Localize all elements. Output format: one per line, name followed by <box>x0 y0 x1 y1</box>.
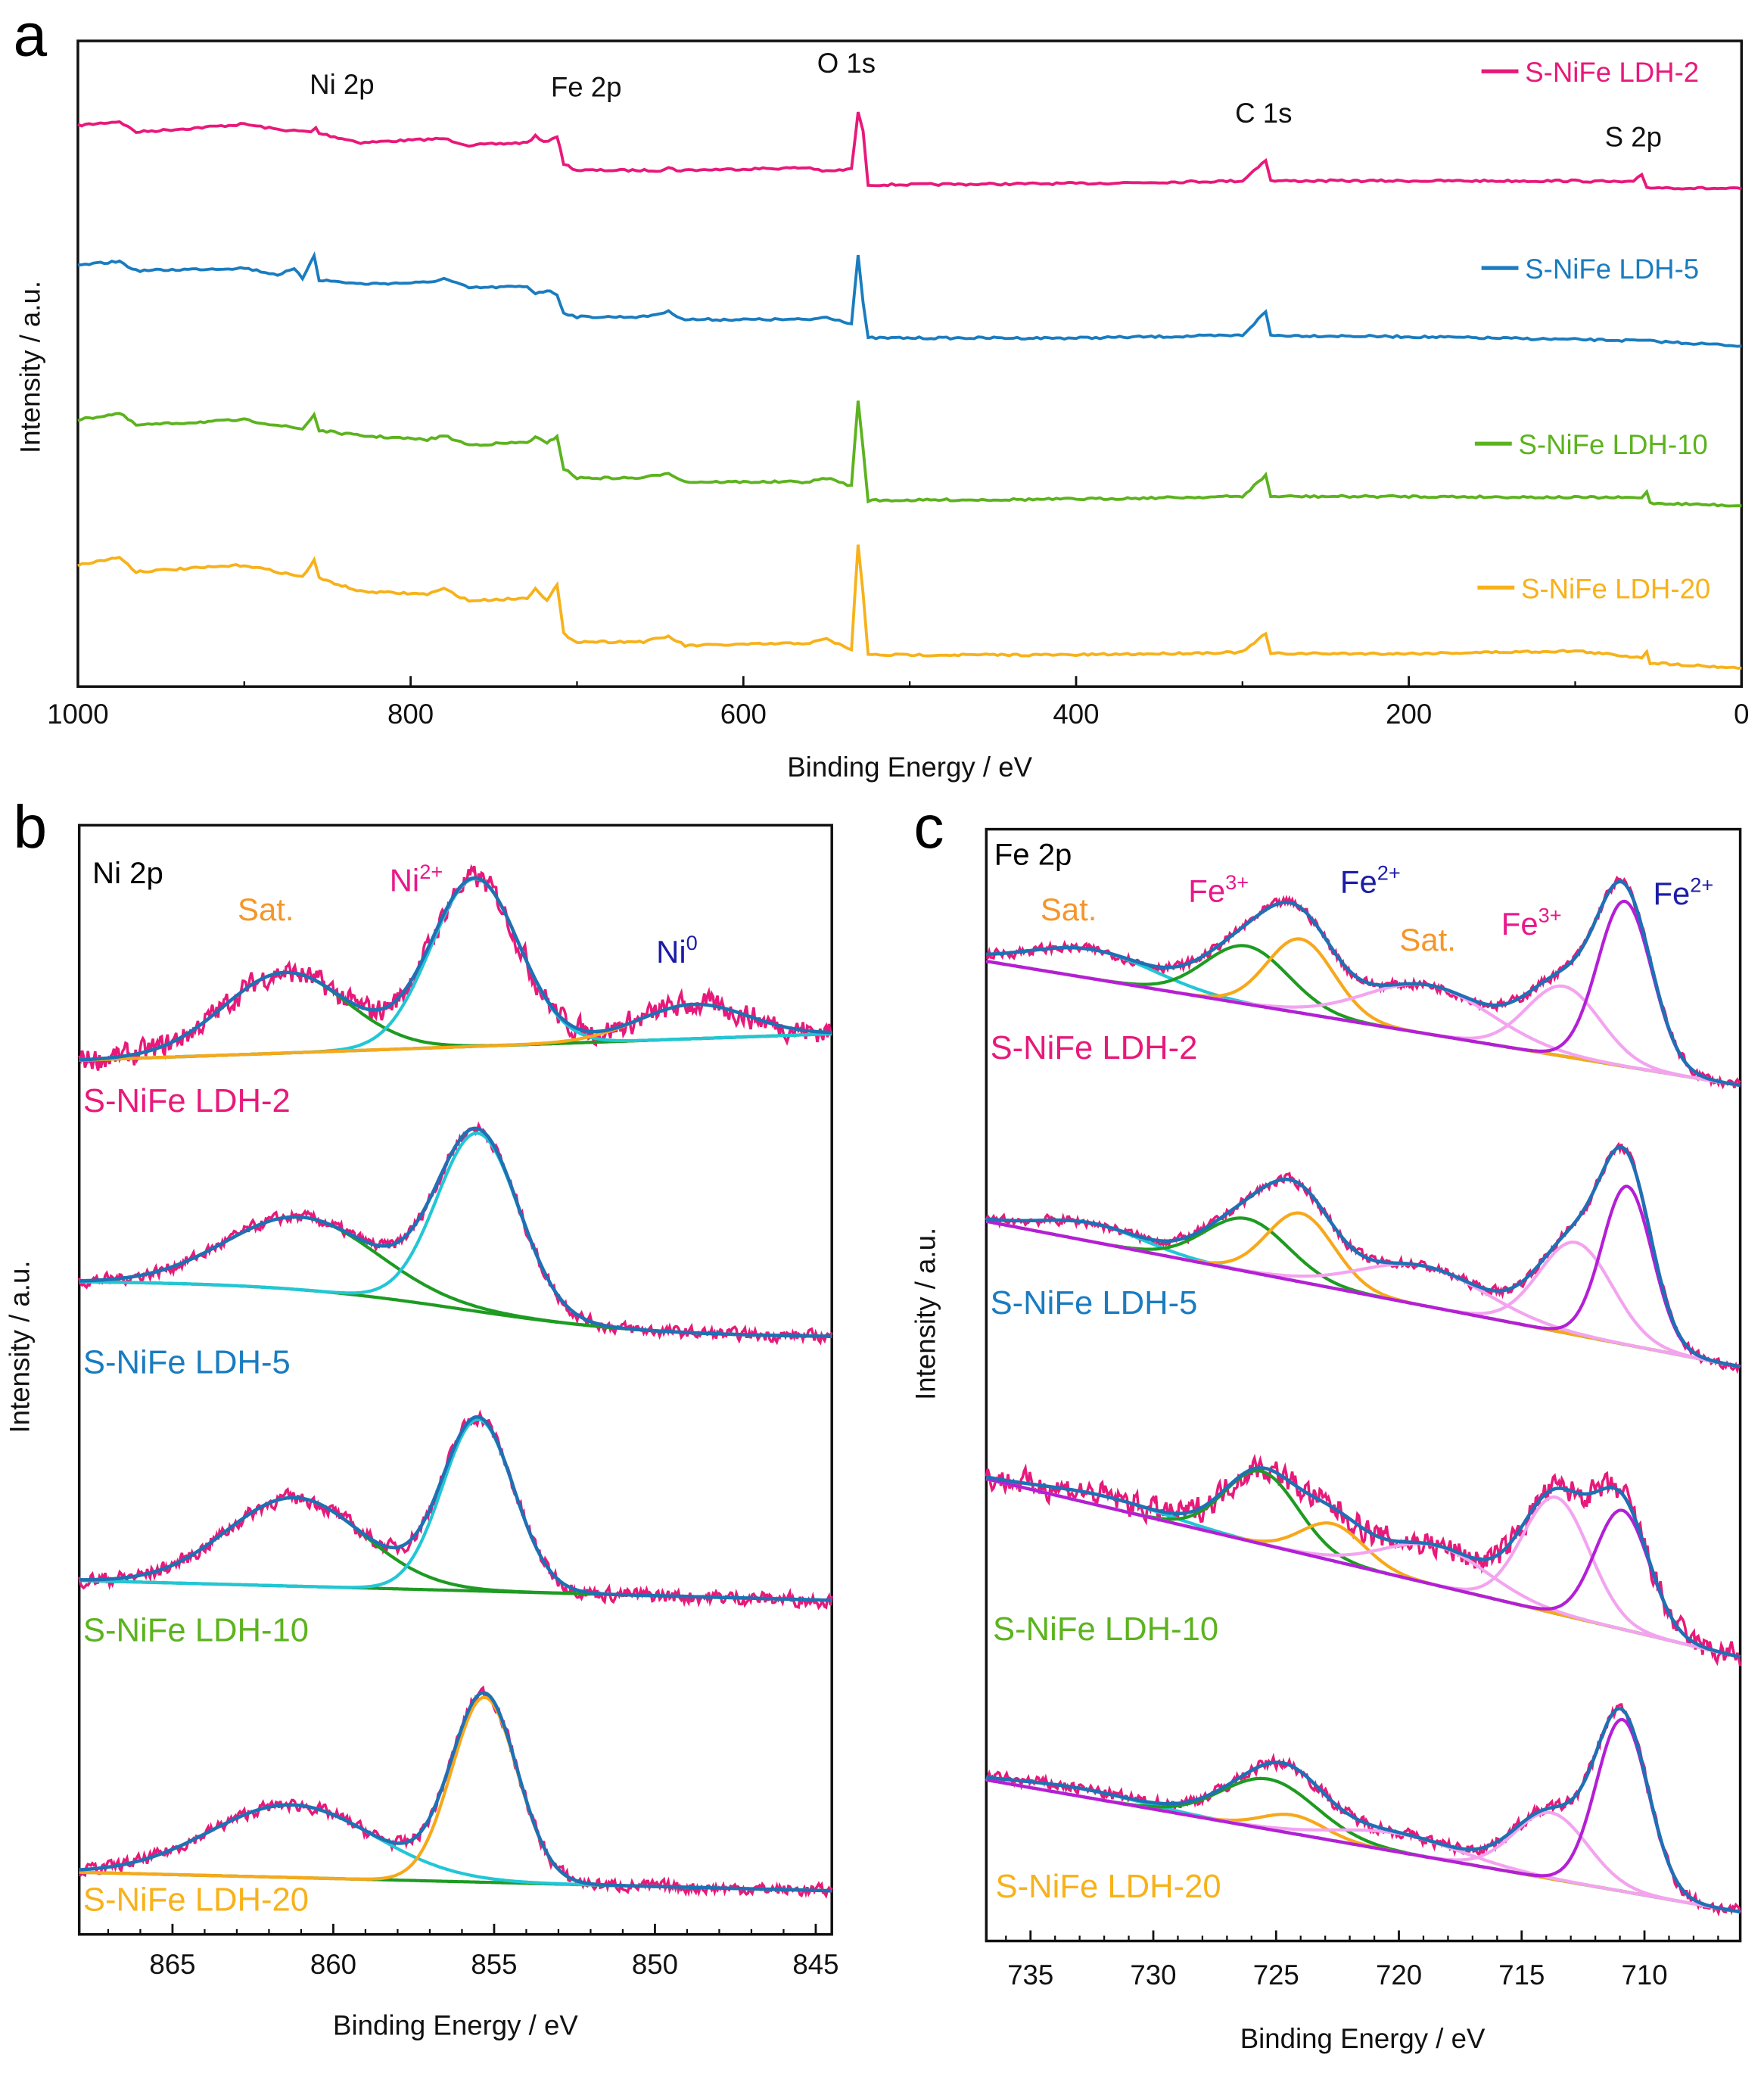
x-axis-label: Binding Energy / eV <box>1240 2023 1486 2054</box>
x-tick-label: 800 <box>387 699 434 730</box>
fit-envelope-line <box>985 1707 1741 1914</box>
sample-label: S-NiFe LDH-5 <box>991 1285 1198 1321</box>
fit-component-line <box>985 1184 1741 1368</box>
x-tick-label: 730 <box>1130 1959 1176 1991</box>
panel-letter-c: c <box>913 793 944 861</box>
x-axis-label: Binding Energy / eV <box>333 2009 578 2040</box>
x-axis-label: Binding Energy / eV <box>787 752 1032 783</box>
peak-label: Fe2+ <box>1653 873 1713 911</box>
x-tick-label: 865 <box>149 1949 195 1980</box>
panel-c-title: Fe 2p <box>994 838 1072 872</box>
chart-layer: 1000 800 600 400 200 0 Binding Energy / eV Inte… <box>4 39 1750 2054</box>
plot-frame-b <box>77 823 833 1936</box>
sample-label: S-NiFe LDH-20 <box>83 1882 309 1918</box>
x-tick-label: 200 <box>1386 699 1432 730</box>
peak-annotation: O 1s <box>817 48 876 79</box>
panel-letter-b: b <box>13 793 47 861</box>
fit-envelope-line <box>986 879 1741 1088</box>
x-tick-label: 855 <box>471 1949 517 1980</box>
peak-annotation: C 1s <box>1235 98 1292 129</box>
peak-annotation: Fe 2p <box>551 71 622 102</box>
fit-envelope-line <box>79 876 832 1062</box>
survey-series-line <box>77 111 1742 191</box>
fit-envelope-line <box>79 1415 832 1602</box>
peak-label: Fe3+ <box>1188 870 1249 909</box>
fit-envelope-line <box>986 1145 1741 1368</box>
fit-envelope-line <box>985 1466 1741 1659</box>
x-tick-label: 860 <box>310 1949 356 1980</box>
legend-label: S-NiFe LDH-20 <box>1521 573 1710 604</box>
legend-label: S-NiFe LDH-2 <box>1525 57 1699 88</box>
x-tick-label: 720 <box>1376 1959 1422 1991</box>
legend-label: S-NiFe LDH-5 <box>1525 254 1699 285</box>
x-tick-label: 850 <box>632 1949 678 1980</box>
x-tick-label: 725 <box>1253 1959 1299 1991</box>
y-axis-label: Intensity / a.u. <box>910 1228 941 1400</box>
sample-label: S-NiFe LDH-20 <box>996 1869 1221 1905</box>
peak-label: Ni2+ <box>390 860 443 898</box>
x-tick-label: 710 <box>1621 1959 1667 1991</box>
sample-label: S-NiFe LDH-10 <box>993 1611 1218 1648</box>
sample-label: S-NiFe LDH-2 <box>991 1030 1198 1066</box>
x-tick-label: 1000 <box>47 699 108 730</box>
sample-label: S-NiFe LDH-2 <box>83 1083 291 1119</box>
x-tick-label: 0 <box>1734 699 1749 730</box>
peak-label: Ni0 <box>656 931 698 970</box>
y-axis-label: Intensity / a.u. <box>4 1260 35 1433</box>
plot-frame-c <box>985 827 1742 1943</box>
y-axis-label: Intensity / a.u. <box>14 281 45 453</box>
peak-label: Sat. <box>238 892 294 927</box>
peak-label: Sat. <box>1041 892 1097 927</box>
x-tick-label: 715 <box>1498 1959 1545 1991</box>
sample-label: S-NiFe LDH-10 <box>83 1613 309 1649</box>
x-tick-label: 845 <box>792 1949 838 1980</box>
x-tick-label: 600 <box>720 699 767 730</box>
peak-label: Sat. <box>1399 922 1455 957</box>
x-tick-label: 400 <box>1053 699 1099 730</box>
survey-series-line <box>76 544 1742 670</box>
experimental-data-line <box>985 1453 1742 1667</box>
survey-series-line <box>77 251 1742 348</box>
peak-label: Fe3+ <box>1501 903 1562 942</box>
x-tick-label: 735 <box>1007 1959 1053 1991</box>
fit-component-line <box>985 1477 1741 1659</box>
panel-b-title: Ni 2p <box>92 856 163 890</box>
fit-envelope-line <box>79 1691 832 1893</box>
fit-component-line <box>985 899 1741 1088</box>
sample-label: S-NiFe LDH-5 <box>83 1344 291 1380</box>
panel-letter-a: a <box>13 1 47 69</box>
peak-annotation: Ni 2p <box>310 69 375 100</box>
peak-annotation: S 2p <box>1605 122 1662 153</box>
fit-component-line <box>985 1717 1741 1914</box>
legend-label: S-NiFe LDH-10 <box>1518 429 1707 460</box>
fit-envelope-line <box>79 1126 832 1338</box>
survey-series-line <box>77 400 1742 508</box>
peak-label: Fe2+ <box>1340 861 1401 900</box>
